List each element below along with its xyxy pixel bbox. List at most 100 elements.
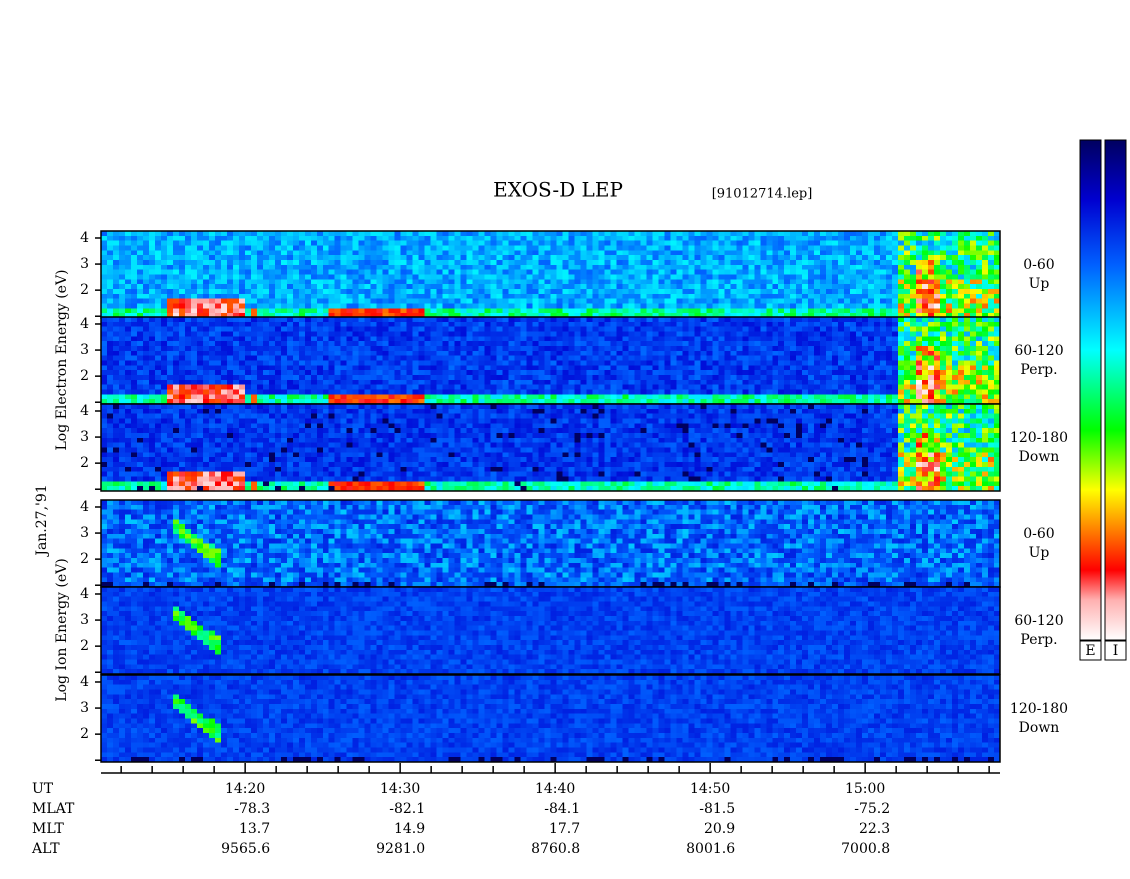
spectrogram-cell (616, 380, 623, 385)
spectrogram-cell (610, 299, 617, 304)
spectrogram-cell (299, 375, 306, 380)
spectrogram-cell (934, 231, 941, 236)
spectrogram-cell (269, 275, 276, 280)
spectrogram-cell (682, 394, 689, 399)
spectrogram-cell (389, 365, 396, 370)
spectrogram-cell (569, 341, 576, 346)
spectrogram-cell (221, 370, 228, 375)
spectrogram-cell (575, 327, 582, 332)
spectrogram-cell (209, 236, 216, 241)
spectrogram-cell (593, 390, 600, 395)
spectrogram-cell (766, 236, 773, 241)
spectrogram-cell (263, 270, 270, 275)
spectrogram-cell (173, 231, 180, 236)
spectrogram-cell (101, 255, 108, 260)
spectrogram-cell (652, 322, 659, 327)
spectrogram-cell (760, 275, 767, 280)
spectrogram-cell (862, 304, 869, 309)
spectrogram-cell (832, 260, 839, 265)
spectrogram-cell (760, 284, 767, 289)
spectrogram-cell (622, 265, 629, 270)
spectrogram-cell (539, 385, 546, 390)
spectrogram-cell (365, 265, 372, 270)
spectrogram-cell (317, 332, 324, 337)
spectrogram-cell (413, 265, 420, 270)
spectrogram-cell (101, 294, 108, 299)
spectrogram-cell (485, 394, 492, 399)
spectrogram-cell (509, 390, 516, 395)
spectrogram-cell (275, 346, 282, 351)
spectrogram-cell (467, 346, 474, 351)
spectrogram-cell (491, 361, 498, 366)
spectrogram-cell (251, 351, 258, 356)
spectrogram-cell (563, 346, 570, 351)
spectrogram-cell (221, 365, 228, 370)
spectrogram-cell (784, 231, 791, 236)
spectrogram-cell (808, 236, 815, 241)
spectrogram-cell (155, 308, 162, 313)
spectrogram-cell (700, 365, 707, 370)
spectrogram-cell (850, 390, 857, 395)
spectrogram-cell (664, 289, 671, 294)
spectrogram-cell (814, 265, 821, 270)
spectrogram-cell (808, 394, 815, 399)
spectrogram-cell (377, 304, 384, 309)
spectrogram-cell (904, 246, 911, 251)
spectrogram-cell (688, 394, 695, 399)
spectrogram-cell (269, 294, 276, 299)
spectrogram-cell (185, 260, 192, 265)
spectrogram-cell (640, 365, 647, 370)
spectrogram-cell (479, 270, 486, 275)
spectrogram-cell (628, 385, 635, 390)
spectrogram-cell (137, 250, 144, 255)
spectrogram-cell (341, 241, 348, 246)
spectrogram-cell (161, 370, 168, 375)
spectrogram-cell (796, 299, 803, 304)
spectrogram-cell (832, 390, 839, 395)
spectrogram-cell (760, 394, 767, 399)
spectrogram-cell (119, 294, 126, 299)
spectrogram-cell (718, 365, 725, 370)
spectrogram-cell (431, 236, 438, 241)
spectrogram-cell (646, 284, 653, 289)
spectrogram-cell (287, 289, 294, 294)
spectrogram-cell (221, 346, 228, 351)
spectrogram-cell (533, 336, 540, 341)
spectrogram-cell (940, 236, 947, 241)
spectrogram-cell (137, 385, 144, 390)
spectrogram-cell (646, 270, 653, 275)
spectrogram-cell (970, 265, 977, 270)
spectrogram-cell (904, 270, 911, 275)
spectrogram-cell (371, 341, 378, 346)
spectrogram-cell (640, 332, 647, 337)
spectrogram-cell (185, 375, 192, 380)
spectrogram-cell (610, 270, 617, 275)
spectrogram-cell (515, 299, 522, 304)
spectrogram-cell (575, 346, 582, 351)
spectrogram-cell (209, 308, 216, 313)
spectrogram-cell (844, 351, 851, 356)
spectrogram-cell (784, 265, 791, 270)
spectrogram-cell (479, 356, 486, 361)
spectrogram-cell (509, 289, 516, 294)
spectrogram-cell (467, 327, 474, 332)
spectrogram-cell (766, 299, 773, 304)
spectrogram-cell (227, 346, 234, 351)
spectrogram-cell (209, 356, 216, 361)
spectrogram-cell (730, 241, 737, 246)
spectrogram-cell (449, 327, 456, 332)
spectrogram-cell (551, 265, 558, 270)
spectrogram-cell (389, 279, 396, 284)
spectrogram-cell (329, 385, 336, 390)
spectrogram-cell (155, 394, 162, 399)
spectrogram-cell (533, 275, 540, 280)
spectrogram-cell (808, 308, 815, 313)
spectrogram-cell (742, 299, 749, 304)
spectrogram-cell (491, 255, 498, 260)
spectrogram-cell (886, 260, 893, 265)
spectrogram-cell (820, 351, 827, 356)
spectrogram-cell (868, 270, 875, 275)
spectrogram-cell (107, 308, 114, 313)
spectrogram-cell (125, 336, 132, 341)
spectrogram-cell (658, 308, 665, 313)
